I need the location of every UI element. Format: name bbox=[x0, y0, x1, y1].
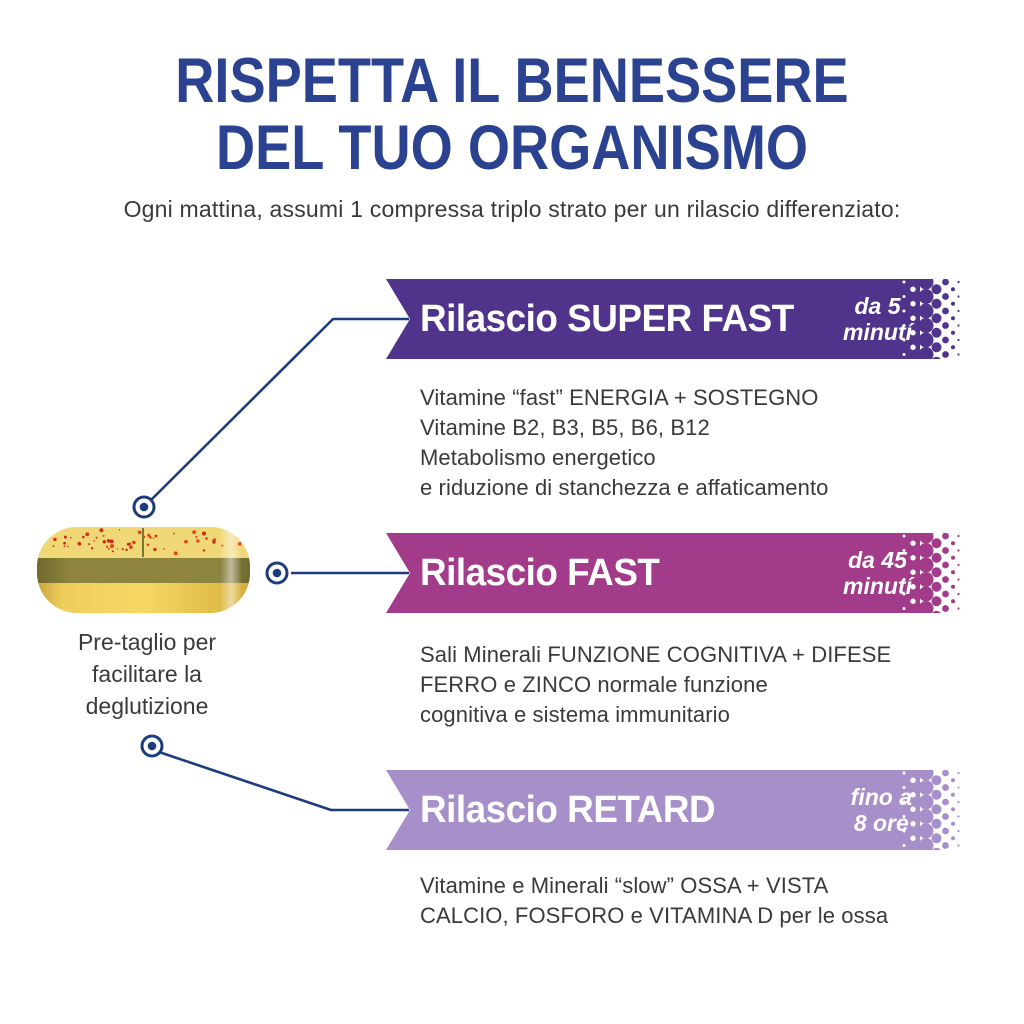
desc-retard: Vitamine e Minerali “slow” OSSA + VISTA … bbox=[420, 871, 960, 931]
halftone-edge-fast bbox=[902, 533, 960, 613]
tablet-caption-line2: facilitare la bbox=[92, 661, 202, 687]
tablet-sheen bbox=[220, 527, 242, 613]
halftone-edge-retard bbox=[902, 770, 960, 850]
tablet-speckles bbox=[52, 528, 242, 556]
tablet-bottom-layer bbox=[37, 527, 250, 613]
desc-fast: Sali Minerali FUNZIONE COGNITIVA + DIFES… bbox=[420, 640, 960, 730]
desc-line: Vitamine e Minerali “slow” OSSA + VISTA bbox=[420, 873, 829, 898]
tablet-score-line bbox=[142, 528, 144, 557]
desc-line: e riduzione di stanchezza e affaticament… bbox=[420, 475, 829, 500]
tablet-top-layer bbox=[37, 527, 250, 558]
tablet-caption-line1: Pre-taglio per bbox=[77, 629, 217, 655]
page-title: RISPETTA IL BENESSERE DEL TUO ORGANISMO bbox=[72, 48, 953, 182]
banner-retard-badge: fino a 8 ore bbox=[851, 784, 912, 836]
badge-line2: 8 ore bbox=[853, 810, 909, 836]
desc-line: Metabolismo energetico bbox=[420, 445, 656, 470]
tablet-caption: Pre-taglio per facilitare la deglutizion… bbox=[38, 626, 256, 722]
desc-line: FERRO e ZINCO normale funzione bbox=[420, 672, 768, 697]
tablet-image bbox=[37, 527, 250, 613]
banner-super-fast-title: Rilascio SUPER FAST bbox=[419, 297, 794, 340]
banner-fast: Rilascio FAST da 45 minutí bbox=[386, 533, 920, 613]
badge-line2: minutí bbox=[843, 319, 912, 345]
badge-line1: da 5 bbox=[854, 293, 901, 319]
connector-line-retard bbox=[158, 750, 409, 812]
desc-line: CALCIO, FOSFORO e VITAMINA D per le ossa bbox=[420, 903, 889, 928]
desc-super-fast: Vitamine “fast” ENERGIA + SOSTEGNO Vitam… bbox=[420, 383, 960, 503]
banner-retard-title: Rilascio RETARD bbox=[419, 788, 716, 831]
tablet-caption-line3: deglutizione bbox=[85, 693, 209, 719]
banner-super-fast-badge: da 5 minutí bbox=[843, 293, 912, 345]
banner-fast-title: Rilascio FAST bbox=[419, 551, 660, 594]
page-title-line1: RISPETTA IL BENESSERE bbox=[175, 46, 849, 116]
banner-retard: Rilascio RETARD fino a 8 ore bbox=[386, 770, 920, 850]
tablet-middle-layer bbox=[37, 558, 250, 583]
banner-fast-badge: da 45 minutí bbox=[843, 547, 912, 599]
desc-line: cognitiva e sistema immunitario bbox=[420, 702, 730, 727]
page-title-line2: DEL TUO ORGANISMO bbox=[215, 113, 808, 183]
desc-line: Vitamine B2, B3, B5, B6, B12 bbox=[420, 415, 710, 440]
badge-line1: da 45 bbox=[848, 547, 907, 573]
badge-line2: minutí bbox=[843, 573, 912, 599]
page-subtitle: Ogni mattina, assumi 1 compressa triplo … bbox=[123, 196, 901, 222]
halftone-edge-super-fast bbox=[902, 279, 960, 359]
desc-line: Vitamine “fast” ENERGIA + SOSTEGNO bbox=[420, 385, 819, 410]
banner-super-fast: Rilascio SUPER FAST da 5 minutí bbox=[386, 279, 920, 359]
badge-line1: fino a bbox=[850, 784, 912, 810]
connector-line-super-fast bbox=[149, 317, 409, 502]
desc-line: Sali Minerali FUNZIONE COGNITIVA + DIFES… bbox=[420, 642, 892, 667]
